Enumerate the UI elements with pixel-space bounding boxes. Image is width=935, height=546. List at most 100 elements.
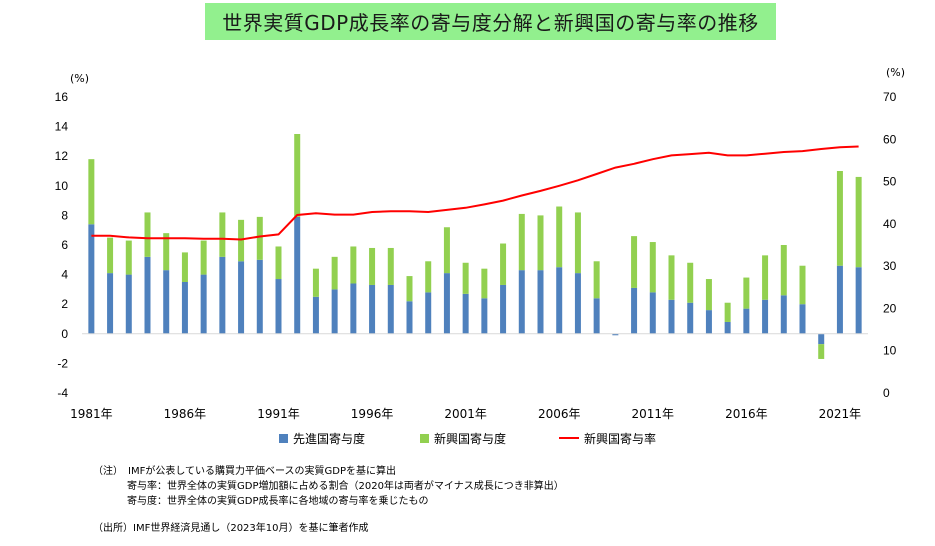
bar-group (88, 134, 862, 359)
bar-advanced (406, 301, 413, 334)
bar-advanced (612, 333, 619, 336)
bar-emerging (481, 268, 488, 299)
x-tick-label: 2001年 (444, 407, 487, 421)
bar-emerging (331, 256, 338, 290)
bar-advanced (312, 296, 319, 334)
bar-emerging (668, 255, 675, 300)
bar-emerging (88, 159, 95, 225)
bar-advanced (350, 283, 357, 334)
bar-emerging (387, 247, 394, 285)
left-axis-unit: (%) (70, 72, 89, 85)
legend-label: 新興国寄与率 (584, 431, 656, 446)
bar-emerging (163, 233, 170, 271)
x-tick-label: 1996年 (351, 407, 394, 421)
bar-advanced (649, 292, 656, 334)
bar-advanced (256, 259, 263, 334)
left-tick-label: 2 (61, 297, 68, 311)
bar-emerging (780, 245, 787, 296)
bar-emerging (443, 227, 450, 274)
x-tick-label: 2021年 (819, 407, 862, 421)
bar-emerging (200, 240, 207, 275)
bar-advanced (818, 333, 825, 345)
note-source: （出所）IMF世界経済見通し（2023年10月）を基に筆者作成 (93, 523, 369, 534)
ratio-line (91, 145, 859, 241)
right-tick-label: 60 (883, 132, 897, 146)
bar-advanced (743, 308, 750, 334)
right-tick-label: 10 (883, 344, 897, 358)
bar-emerging (144, 212, 151, 257)
bar-advanced (631, 287, 638, 334)
bar-advanced (425, 292, 432, 334)
bar-emerging (294, 134, 301, 217)
left-tick-label: 16 (55, 90, 69, 104)
left-tick-label: -2 (57, 356, 68, 370)
bar-advanced (799, 304, 806, 334)
bar-emerging (762, 255, 769, 300)
x-tick-label: 1991年 (257, 407, 300, 421)
bar-advanced (668, 299, 675, 334)
bar-emerging (181, 252, 188, 282)
bar-emerging (350, 246, 357, 284)
left-tick-label: 12 (55, 149, 69, 163)
left-tick-label: 6 (61, 238, 68, 252)
left-tick-label: 14 (55, 120, 69, 134)
x-tick-label: 2011年 (632, 407, 675, 421)
right-tick-label: 30 (883, 259, 897, 273)
bar-advanced (331, 289, 338, 334)
bar-emerging (238, 219, 245, 262)
legend-label: 先進国寄与度 (293, 431, 365, 446)
note-2: 寄与率：世界全体の実質GDP増加額に占める割合（2020年は両者がマイナス成長に… (127, 481, 564, 492)
bar-advanced (705, 310, 712, 334)
bar-advanced (518, 270, 525, 334)
bar-emerging (369, 247, 376, 285)
bar-emerging (107, 237, 114, 274)
bar-emerging (537, 215, 544, 271)
bar-advanced (556, 267, 563, 334)
bar-advanced (443, 273, 450, 334)
bar-emerging (705, 279, 712, 311)
bar-advanced (836, 265, 843, 334)
legend-label: 新興国寄与度 (434, 431, 506, 446)
bar-advanced (144, 256, 151, 334)
bar-advanced (855, 267, 862, 334)
right-tick-label: 70 (883, 90, 897, 104)
bar-advanced (762, 299, 769, 334)
chart-title: 世界実質GDP成長率の寄与度分解と新興国の寄与率の推移 (222, 11, 759, 35)
bar-emerging (593, 261, 600, 299)
chart-title-box: 世界実質GDP成長率の寄与度分解と新興国の寄与率の推移 (205, 3, 776, 40)
bar-emerging (312, 268, 319, 297)
bar-emerging (556, 206, 563, 268)
left-tick-label: 0 (61, 327, 68, 341)
bar-advanced (780, 295, 787, 334)
bar-emerging (219, 212, 226, 257)
bar-advanced (294, 216, 301, 334)
bar-advanced (181, 282, 188, 334)
bar-emerging (836, 171, 843, 266)
bar-emerging (500, 243, 507, 285)
legend-swatch (420, 434, 429, 443)
bar-advanced (537, 270, 544, 334)
legend: 先進国寄与度 新興国寄与度 新興国寄与率 (279, 431, 656, 446)
bar-emerging (631, 236, 638, 288)
bar-advanced (200, 274, 207, 334)
bar-advanced (500, 284, 507, 334)
bar-emerging (125, 240, 132, 275)
bar-emerging (818, 344, 825, 359)
bar-advanced (107, 273, 114, 334)
bar-advanced (481, 298, 488, 334)
legend-swatch (279, 434, 288, 443)
right-axis-unit: (%) (886, 66, 905, 79)
x-tick-label: 1986年 (164, 407, 207, 421)
bar-emerging (462, 262, 469, 294)
bar-emerging (799, 265, 806, 305)
line-layer (91, 145, 859, 241)
bar-emerging (649, 242, 656, 293)
bar-advanced (163, 270, 170, 334)
note-1: （注） IMFが公表している購買力平価ベースの実質GDPを基に算出 (93, 466, 397, 477)
bar-emerging (275, 246, 282, 280)
right-tick-label: 50 (883, 175, 897, 189)
bar-emerging (518, 213, 525, 271)
bar-emerging (687, 262, 694, 303)
left-tick-label: 8 (61, 208, 68, 222)
